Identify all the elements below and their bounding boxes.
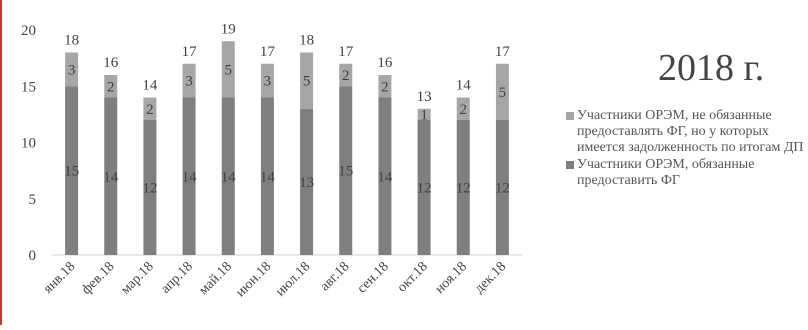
- data-label-obligated: 12: [417, 181, 432, 197]
- legend-label-debt-participants: Участники ОРЭМ, не обязанные предоставля…: [577, 108, 804, 155]
- bar-segment-obligated: [260, 97, 274, 255]
- bar-segment-debt: [65, 52, 79, 87]
- bar-segment-obligated: [182, 97, 196, 255]
- data-label-debt: 2: [381, 79, 389, 95]
- data-label-debt: 5: [225, 62, 233, 78]
- total-label: 17: [260, 44, 276, 60]
- x-category-label: дек.18: [472, 259, 509, 296]
- x-category-label: мар.18: [118, 259, 157, 298]
- data-label-debt: 2: [107, 79, 115, 95]
- x-category-label: апр.18: [158, 259, 195, 296]
- bar-segment-debt: [495, 63, 509, 120]
- data-label-obligated: 14: [182, 169, 198, 185]
- data-label-debt: 5: [303, 74, 311, 90]
- bar-segment-obligated: [417, 120, 431, 255]
- legend-item-debt-participants: Участники ОРЭМ, не обязанные предоставля…: [566, 108, 806, 156]
- x-category-label: авг.18: [318, 259, 353, 294]
- chart-title: 2018 г.: [658, 47, 765, 89]
- x-category-label: окт.18: [395, 259, 431, 295]
- total-label: 17: [182, 44, 198, 60]
- data-label-obligated: 13: [299, 175, 314, 191]
- total-label: 14: [142, 78, 158, 94]
- left-border-rule: [0, 0, 2, 325]
- data-label-debt: 3: [185, 74, 193, 90]
- data-label-obligated: 14: [103, 169, 119, 185]
- bar-segment-debt: [260, 63, 274, 98]
- bar-segment-debt: [300, 52, 314, 109]
- x-category-label: сен.18: [355, 259, 392, 296]
- total-label: 18: [299, 33, 314, 49]
- data-label-debt: 3: [264, 74, 272, 90]
- y-tick-label: 10: [21, 136, 36, 152]
- legend-swatch-obligated-participants: [566, 161, 574, 169]
- y-tick-label: 15: [21, 79, 36, 95]
- y-tick-label: 0: [29, 248, 37, 264]
- bar-segment-debt: [339, 63, 353, 87]
- x-category-label: май.18: [196, 259, 235, 298]
- data-label-obligated: 12: [495, 181, 510, 197]
- total-label: 14: [456, 78, 472, 94]
- total-label: 17: [495, 44, 511, 60]
- legend-label-obligated-participants: Участники ОРЭМ, обязанные предоставить Ф…: [577, 157, 755, 188]
- bar-segment-debt: [417, 108, 431, 120]
- x-category-label: фев.18: [79, 259, 117, 297]
- y-tick-label: 20: [21, 23, 36, 39]
- x-category-label: янв.18: [41, 259, 79, 297]
- bar-segment-obligated: [143, 120, 157, 255]
- y-tick-label: 5: [29, 192, 37, 208]
- bar-segment-obligated: [495, 120, 509, 255]
- x-category-label: июн.18: [233, 259, 274, 300]
- bar-segment-obligated: [65, 86, 79, 255]
- data-label-obligated: 14: [260, 169, 276, 185]
- data-label-obligated: 12: [456, 181, 471, 197]
- data-label-obligated: 12: [142, 181, 157, 197]
- data-label-obligated: 14: [221, 169, 237, 185]
- bar-segment-debt: [143, 97, 157, 120]
- total-label: 16: [377, 55, 393, 71]
- total-label: 16: [103, 55, 119, 71]
- bar-segment-debt: [182, 63, 196, 98]
- bar-segment-obligated: [339, 86, 353, 255]
- bar-segment-obligated: [104, 97, 118, 255]
- bar-segment-debt: [221, 41, 235, 98]
- data-label-obligated: 14: [377, 169, 393, 185]
- bar-segment-obligated: [221, 97, 235, 255]
- bar-segment-debt: [456, 97, 470, 120]
- total-label: 19: [221, 21, 236, 37]
- bar-segment-debt: [104, 75, 118, 98]
- data-label-debt: 2: [460, 102, 468, 118]
- bar-segment-obligated: [378, 97, 392, 255]
- x-category-label: ноя.18: [432, 259, 470, 297]
- bar-segment-debt: [378, 75, 392, 98]
- x-category-label: июл.18: [273, 259, 313, 299]
- data-label-obligated: 15: [338, 164, 353, 180]
- total-label: 17: [338, 44, 354, 60]
- data-label-debt: 3: [68, 62, 76, 78]
- total-label: 18: [64, 33, 79, 49]
- bar-segment-obligated: [456, 120, 470, 255]
- bar-segment-obligated: [300, 108, 314, 255]
- data-label-debt: 1: [420, 107, 428, 123]
- legend: Участники ОРЭМ, не обязанные предоставля…: [566, 108, 806, 190]
- legend-swatch-debt-participants: [566, 112, 574, 120]
- total-label: 13: [417, 89, 432, 105]
- data-label-debt: 2: [342, 68, 350, 84]
- legend-item-obligated-participants: Участники ОРЭМ, обязанные предоставить Ф…: [566, 157, 806, 189]
- data-label-debt: 5: [499, 85, 507, 101]
- data-label-obligated: 15: [64, 164, 79, 180]
- data-label-debt: 2: [146, 102, 154, 118]
